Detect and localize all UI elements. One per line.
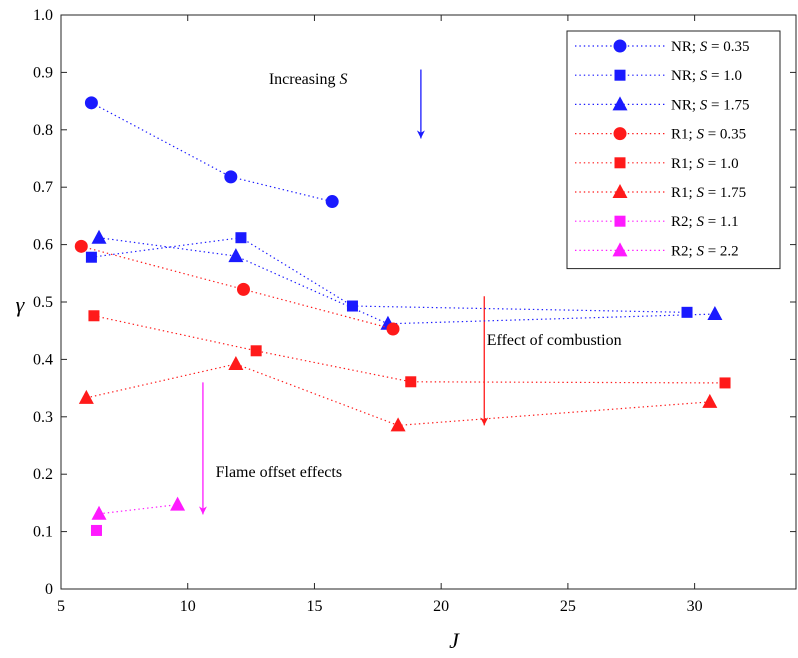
legend-label: R1; S = 1.75 <box>671 185 746 201</box>
legend-label: NR; S = 0.35 <box>671 39 749 55</box>
data-point <box>405 376 416 387</box>
legend-value: = 0.35 <box>707 39 749 55</box>
y-axis-label: γ <box>16 292 26 317</box>
annotation-text: Increasing <box>269 71 340 88</box>
legend-value: = 1.0 <box>707 68 742 84</box>
legend-group: R1; <box>671 156 696 172</box>
data-point <box>85 96 98 109</box>
legend-marker <box>614 40 627 53</box>
legend-marker <box>615 216 626 227</box>
legend-group: R2; <box>671 214 696 230</box>
legend-label: R1; S = 1.0 <box>671 156 739 172</box>
y-tick-label: 0.4 <box>33 351 53 368</box>
legend-group: NR; <box>671 68 700 84</box>
legend-value: = 2.2 <box>704 243 739 259</box>
data-point <box>75 240 88 253</box>
x-tick-label: 15 <box>306 598 322 615</box>
y-tick-label: 0.9 <box>33 64 53 81</box>
y-tick-label: 0.5 <box>33 294 53 311</box>
legend-group: NR; <box>671 39 700 55</box>
y-tick-label: 1.0 <box>33 7 53 24</box>
legend-value: = 1.75 <box>707 97 749 113</box>
annotation-text: Flame offset effects <box>216 464 342 481</box>
legend-group: NR; <box>671 97 700 113</box>
legend-marker <box>615 157 626 168</box>
series <box>91 525 102 536</box>
data-point <box>88 310 99 321</box>
y-tick-label: 0.6 <box>33 237 53 254</box>
y-tick-label: 0.8 <box>33 122 53 139</box>
y-tick-label: 0.7 <box>33 179 53 196</box>
legend-group: R1; <box>671 127 696 143</box>
legend-group: R1; <box>671 185 696 201</box>
x-tick-label: 25 <box>560 598 576 615</box>
annotation-variable: S <box>339 71 347 88</box>
y-tick-label: 0.1 <box>33 524 53 541</box>
y-tick-label: 0 <box>45 581 53 598</box>
legend-label: NR; S = 1.75 <box>671 97 749 113</box>
legend-label: R1; S = 0.35 <box>671 127 746 143</box>
x-tick-label: 10 <box>180 598 196 615</box>
x-tick-label: 5 <box>57 598 65 615</box>
y-tick-label: 0.2 <box>33 466 53 483</box>
legend-group: R2; <box>671 243 696 259</box>
x-axis-label: J <box>449 628 460 653</box>
legend-label: NR; S = 1.0 <box>671 68 742 84</box>
legend-marker <box>614 127 627 140</box>
data-point <box>720 377 731 388</box>
data-point <box>237 283 250 296</box>
legend-label: R2; S = 1.1 <box>671 214 739 230</box>
data-point <box>326 195 339 208</box>
x-tick-label: 20 <box>433 598 449 615</box>
annotation-label: Effect of combustion <box>487 332 622 349</box>
y-tick-label: 0.3 <box>33 409 53 426</box>
annotation-text: Effect of combustion <box>487 332 622 349</box>
legend-value: = 1.1 <box>704 214 739 230</box>
legend-box <box>567 31 780 269</box>
legend-value: = 1.75 <box>704 185 746 201</box>
data-point <box>91 525 102 536</box>
data-point <box>224 170 237 183</box>
data-point <box>235 232 246 243</box>
annotation-label: Increasing S <box>269 71 348 88</box>
legend-marker <box>615 70 626 81</box>
data-point <box>251 345 262 356</box>
data-point <box>347 301 358 312</box>
legend-label: R2; S = 2.2 <box>671 243 739 259</box>
annotation-label: Flame offset effects <box>216 464 342 481</box>
data-point <box>682 307 693 318</box>
x-tick-label: 30 <box>687 598 703 615</box>
data-point <box>387 322 400 335</box>
legend-value: = 0.35 <box>704 127 746 143</box>
legend-value: = 1.0 <box>704 156 739 172</box>
data-point <box>86 252 97 263</box>
legend: NR; S = 0.35 NR; S = 1.0 NR; S = 1.75 R1; S… <box>567 31 780 269</box>
